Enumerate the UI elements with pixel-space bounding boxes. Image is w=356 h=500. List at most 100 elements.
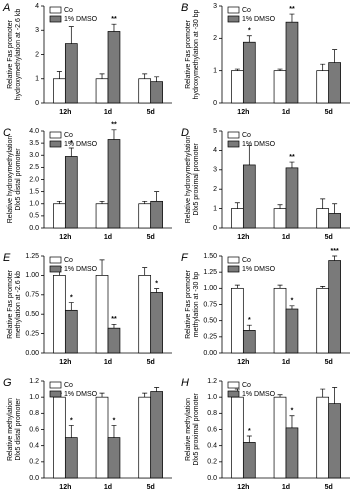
x-tick-label: 12h — [59, 484, 71, 491]
panel-letter: F — [181, 252, 189, 264]
x-tick-label: 1d — [282, 109, 290, 116]
legend-label: 1% DMSO — [242, 16, 276, 23]
y-axis-label: Relative Fas promoter — [7, 269, 14, 339]
legend-label: 1% DMSO — [242, 391, 276, 398]
bar — [273, 70, 287, 104]
bar — [273, 208, 287, 229]
y-tick-label: 0.6 — [29, 426, 39, 433]
y-tick-label: 0.2 — [207, 459, 217, 466]
error-bar — [277, 68, 283, 71]
error-bar — [142, 392, 148, 398]
error-bar — [99, 73, 105, 79]
bar — [328, 260, 341, 354]
y-tick-label: 2 — [213, 35, 217, 42]
error-bar — [154, 288, 160, 293]
y-tick-label: 0.00 — [203, 350, 217, 357]
bar — [95, 203, 109, 229]
x-tick-label: 1d — [104, 109, 112, 116]
error-bar — [289, 305, 295, 310]
y-tick-label: 3.5 — [29, 140, 39, 147]
legend-swatch — [49, 265, 62, 273]
legend-label: Co — [242, 7, 251, 14]
panel: H Relative methylation Dlx5 proximal promo… — [181, 377, 350, 491]
x-tick-label: 5d — [325, 359, 333, 366]
error-bar — [289, 415, 295, 428]
panel: A Relative Fas promoter hydroxymethylation… — [2, 2, 172, 116]
y-tick-label: 1.5 — [29, 188, 39, 195]
panel: G Relative methylation Dlx5 distal promote… — [3, 377, 172, 491]
y-tick-label: 0.4 — [29, 443, 39, 450]
error-bar — [56, 71, 62, 79]
legend-swatch — [227, 15, 240, 23]
x-tick-label: 5d — [147, 359, 155, 366]
y-tick-label: 0.50 — [203, 318, 217, 325]
y-tick-label: 0.5 — [29, 213, 39, 220]
error-bar — [277, 284, 283, 289]
y-tick-label: 0.0 — [29, 225, 39, 232]
x-tick-label: 1d — [104, 359, 112, 366]
error-bar — [142, 73, 148, 79]
legend-label: 1% DMSO — [64, 141, 98, 148]
x-tick-label: 5d — [147, 109, 155, 116]
bar — [95, 275, 109, 354]
legend-swatch — [227, 131, 240, 139]
legend-label: Co — [64, 257, 73, 264]
legend-label: 1% DMSO — [64, 16, 98, 23]
y-tick-label: 1.0 — [29, 201, 39, 208]
error-bar — [289, 161, 295, 168]
bar — [242, 164, 256, 229]
significance-label: ** — [111, 16, 117, 23]
y-tick-label: 3 — [213, 167, 217, 174]
error-bar — [154, 387, 160, 392]
bar — [150, 391, 163, 479]
significance-label: ** — [289, 6, 295, 13]
bar — [53, 203, 66, 229]
y-tick-label: 0.75 — [203, 301, 217, 308]
y-tick-label: 1 — [213, 205, 217, 212]
legend-swatch — [49, 390, 62, 398]
legend-label: Co — [242, 257, 251, 264]
panel-letter: G — [3, 377, 12, 389]
legend-label: Co — [242, 132, 251, 139]
error-bar — [142, 267, 148, 276]
x-tick-label: 1d — [282, 484, 290, 491]
error-bar — [320, 286, 326, 289]
panel-letter: C — [3, 127, 11, 139]
error-bar — [68, 425, 74, 438]
x-tick-label: 5d — [147, 484, 155, 491]
y-axis-label: methylation at -2.6 kb — [15, 271, 22, 338]
significance-label: ** — [111, 122, 117, 129]
error-bar — [154, 76, 160, 82]
bar — [328, 403, 341, 479]
x-tick-label: 5d — [147, 234, 155, 241]
x-tick-label: 12h — [59, 109, 71, 116]
bar — [64, 309, 78, 354]
y-tick-label: 1.2 — [29, 378, 39, 385]
legend-swatch — [227, 381, 240, 389]
y-tick-label: 4.0 — [29, 128, 39, 135]
y-tick-label: 0.8 — [29, 410, 39, 417]
panel: F Relative Fas promoter methylation at -30… — [181, 248, 350, 366]
x-tick-label: 5d — [325, 484, 333, 491]
error-bar — [99, 392, 105, 398]
bar — [138, 396, 152, 479]
panel: E Relative Fas promoter methylation at -2.… — [3, 252, 172, 366]
bar — [53, 78, 66, 104]
x-tick-label: 1d — [282, 234, 290, 241]
error-bar — [111, 129, 117, 140]
y-tick-label: 2.0 — [29, 176, 39, 183]
legend-swatch — [49, 381, 62, 389]
significance-label: * — [70, 294, 73, 301]
error-bar — [68, 26, 74, 44]
error-bar — [277, 394, 283, 398]
panel-letter: E — [3, 252, 11, 264]
legend-swatch — [49, 131, 62, 139]
error-bar — [154, 191, 160, 202]
error-bar — [111, 425, 117, 438]
y-axis-label: Relative methylation — [185, 398, 192, 461]
error-bar — [99, 259, 105, 276]
bar — [64, 156, 78, 229]
bar — [138, 275, 152, 354]
